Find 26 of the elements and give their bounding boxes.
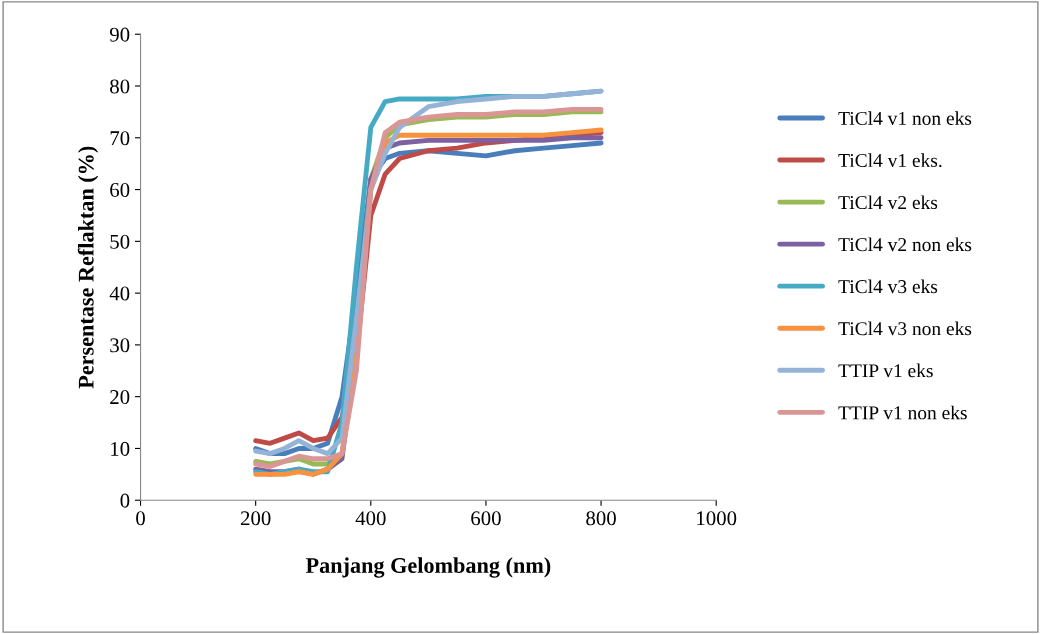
y-tick-label: 20: [110, 390, 130, 405]
legend-label: TiCl4 v3 non eks: [838, 321, 972, 336]
y-tick-label: 40: [109, 286, 130, 301]
legend-label: TiCl4 v1 eks.: [838, 153, 942, 168]
y-tick-label: 50: [110, 234, 130, 249]
x-axis-title: Panjang Gelombang (nm): [305, 557, 551, 578]
legend-label: TiCl4 v2 non eks: [838, 237, 972, 252]
x-tick-label: 600: [471, 511, 501, 526]
x-tick-label: 800: [586, 511, 616, 526]
legend-label: TiCl4 v2 eks: [838, 195, 938, 210]
y-tick-label: 90: [109, 27, 130, 42]
x-tick-label: 200: [240, 511, 271, 526]
y-tick-label: 70: [110, 131, 130, 146]
x-tick-label: 0: [136, 511, 145, 526]
y-tick-label: 60: [110, 182, 130, 197]
legend-label: TiCl4 v1 non eks: [838, 111, 972, 125]
legend-label: TiCl4 v3 eks: [838, 279, 938, 294]
x-tick-label: 1000: [697, 511, 737, 526]
legend-label: TTIP v1 eks: [838, 363, 933, 378]
y-tick-label: 10: [111, 441, 130, 456]
x-tick-label: 400: [355, 511, 386, 526]
y-tick-label: 30: [110, 338, 130, 353]
y-axis-title: Persentase Reflaktan (%): [77, 146, 99, 389]
legend-label: TTIP v1 non eks: [838, 405, 967, 420]
y-tick-label: 0: [120, 493, 130, 508]
y-tick-label: 80: [110, 79, 130, 94]
